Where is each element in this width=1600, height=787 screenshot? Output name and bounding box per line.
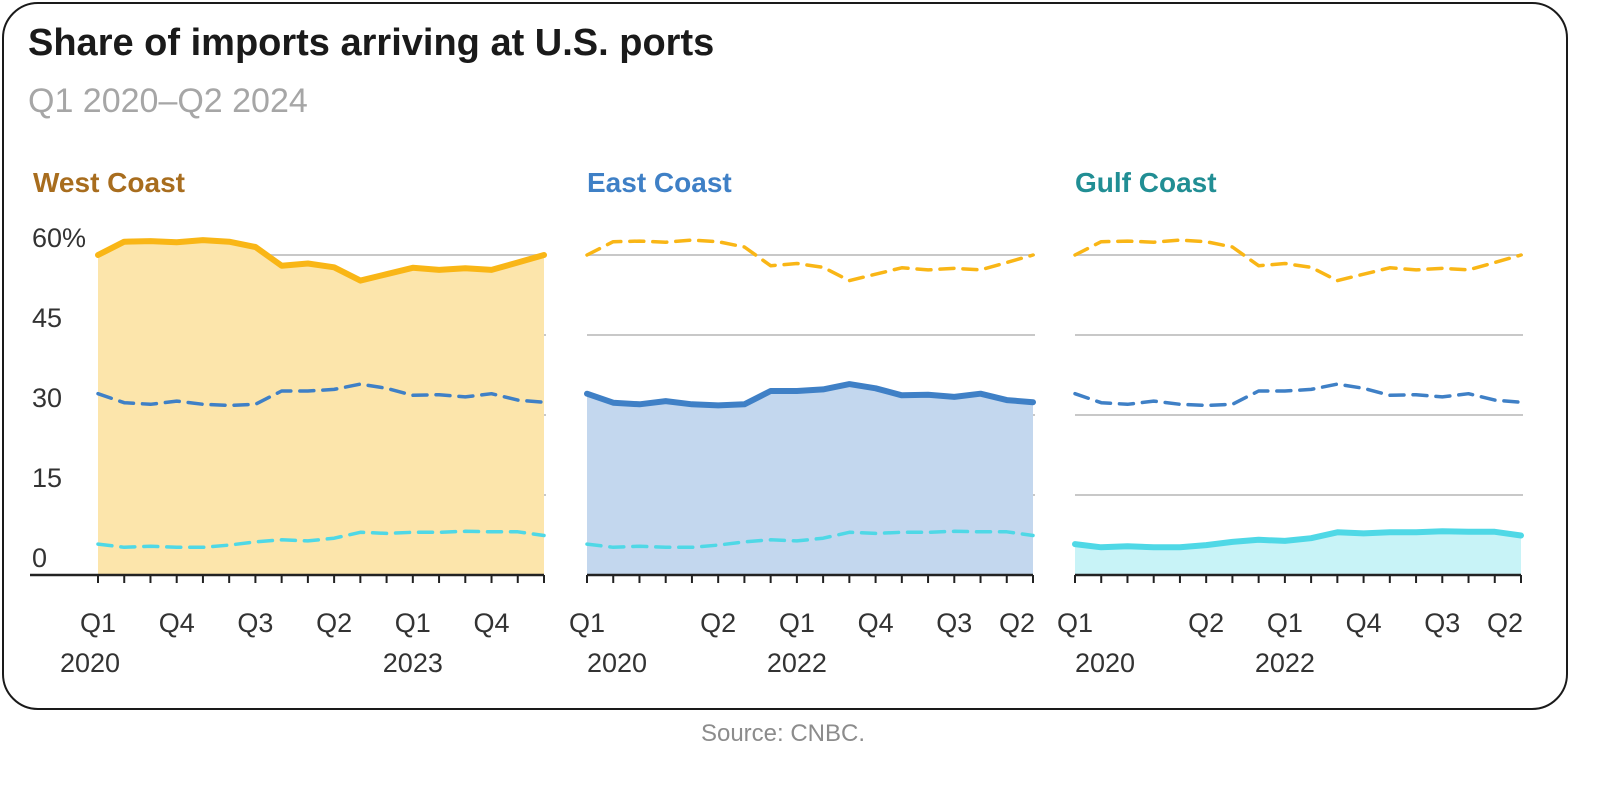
chart-title: Share of imports arriving at U.S. ports — [28, 22, 715, 64]
x-year-label: 2020 — [1075, 648, 1135, 678]
x-tick-label: Q4 — [858, 608, 894, 638]
x-tick-label: Q1 — [779, 608, 815, 638]
x-year-label: 2020 — [60, 648, 120, 678]
x-tick-label: Q3 — [237, 608, 273, 638]
panel-title: West Coast — [33, 167, 185, 198]
x-tick-label: Q1 — [1057, 608, 1093, 638]
y-tick-label: 0 — [32, 543, 47, 573]
y-tick-label: 30 — [32, 383, 62, 413]
area-fill-2 — [1075, 531, 1521, 575]
x-tick-label: Q3 — [1424, 608, 1460, 638]
panel-title: Gulf Coast — [1075, 167, 1217, 198]
series-line-west-coast — [1073, 238, 1523, 283]
area-fill-1 — [587, 384, 1033, 575]
series-line-gulf-coast — [96, 529, 546, 550]
series-line-east-coast — [584, 381, 1036, 409]
area-fill-0 — [98, 240, 544, 575]
x-tick-label: Q2 — [700, 608, 736, 638]
x-tick-label: Q3 — [936, 608, 972, 638]
y-tick-label: 45 — [32, 303, 62, 333]
x-year-label: 2022 — [1255, 648, 1315, 678]
series-line-gulf-coast — [585, 529, 1035, 550]
x-tick-label: Q2 — [1188, 608, 1224, 638]
series-line-west-coast — [95, 237, 547, 284]
x-tick-label: Q4 — [474, 608, 510, 638]
x-tick-label: Q1 — [80, 608, 116, 638]
panel-west-coast — [30, 237, 547, 583]
x-year-label: 2023 — [383, 648, 443, 678]
x-tick-label: Q1 — [569, 608, 605, 638]
x-tick-label: Q1 — [1267, 608, 1303, 638]
panel-gulf-coast — [1072, 238, 1524, 583]
x-tick-label: Q2 — [999, 608, 1035, 638]
x-tick-label: Q2 — [316, 608, 352, 638]
chart-subtitle: Q1 2020–Q2 2024 — [28, 82, 308, 120]
series-line-west-coast — [585, 238, 1035, 283]
x-tick-label: Q1 — [395, 608, 431, 638]
y-tick-label: 15 — [32, 463, 62, 493]
x-year-label: 2022 — [767, 648, 827, 678]
y-tick-label: 60% — [32, 223, 86, 253]
panel-east-coast — [584, 238, 1036, 583]
panel-title: East Coast — [587, 167, 732, 198]
series-line-east-coast — [96, 382, 546, 408]
x-tick-label: Q2 — [1487, 608, 1523, 638]
x-tick-label: Q4 — [1346, 608, 1382, 638]
x-year-label: 2020 — [587, 648, 647, 678]
source-note: Source: CNBC. — [700, 720, 866, 747]
x-tick-label: Q4 — [159, 608, 195, 638]
series-line-east-coast — [1073, 382, 1523, 408]
series-line-gulf-coast — [1072, 528, 1524, 551]
